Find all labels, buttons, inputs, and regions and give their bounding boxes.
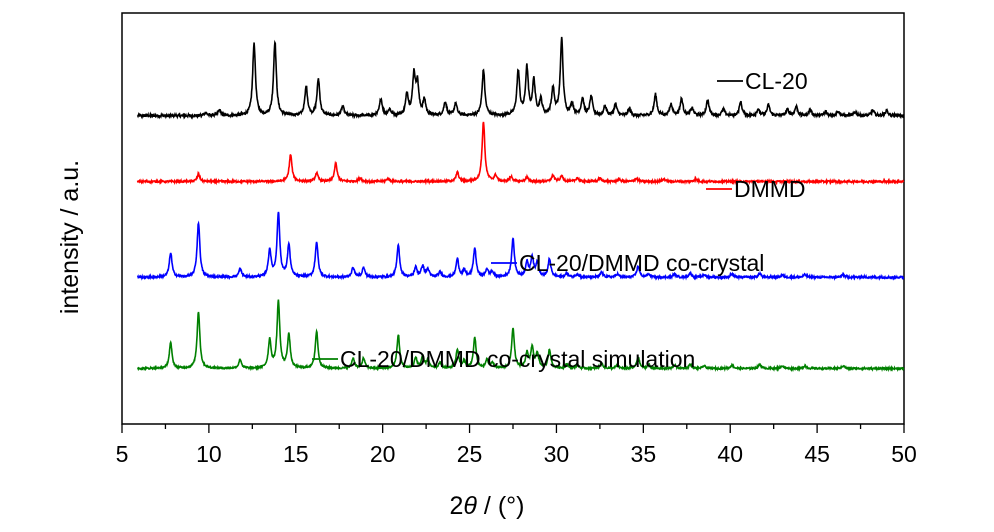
x-axis-ticks: 5 10 15 20 25 30 35 40 45 50 bbox=[116, 424, 917, 467]
x-tick-label: 35 bbox=[631, 441, 657, 467]
x-tick-label: 40 bbox=[717, 441, 743, 467]
x-axis-label: 2θ / (°) bbox=[450, 492, 525, 520]
legend: CL-20 DMMD CL-20/DMMD co-crystal CL-20/DMMD… bbox=[312, 68, 808, 372]
series-line-3 bbox=[136, 211, 905, 282]
series-line-4 bbox=[136, 299, 905, 373]
x-axis-label-symbol: θ bbox=[463, 492, 477, 520]
x-tick-label: 10 bbox=[196, 441, 222, 467]
y-axis-label: intensity / a.u. bbox=[56, 160, 84, 314]
legend-label-1: CL-20 bbox=[745, 68, 808, 94]
legend-label-3: CL-20/DMMD co-crystal bbox=[519, 250, 764, 276]
x-tick-label: 25 bbox=[457, 441, 483, 467]
x-axis-label-suffix: / (°) bbox=[477, 492, 525, 520]
x-axis-label-prefix: 2 bbox=[450, 492, 464, 520]
legend-label-4: CL-20/DMMD co-crystal simulation bbox=[340, 346, 695, 372]
x-tick-label: 45 bbox=[804, 441, 830, 467]
x-tick-label: 15 bbox=[283, 441, 309, 467]
x-tick-label: 20 bbox=[370, 441, 396, 467]
series-line-2 bbox=[136, 121, 905, 186]
x-tick-label: 5 bbox=[116, 441, 129, 467]
series-group bbox=[136, 36, 905, 373]
series-line-1 bbox=[136, 36, 905, 120]
legend-label-2: DMMD bbox=[734, 176, 806, 202]
x-tick-label: 30 bbox=[544, 441, 570, 467]
x-tick-label: 50 bbox=[891, 441, 917, 467]
